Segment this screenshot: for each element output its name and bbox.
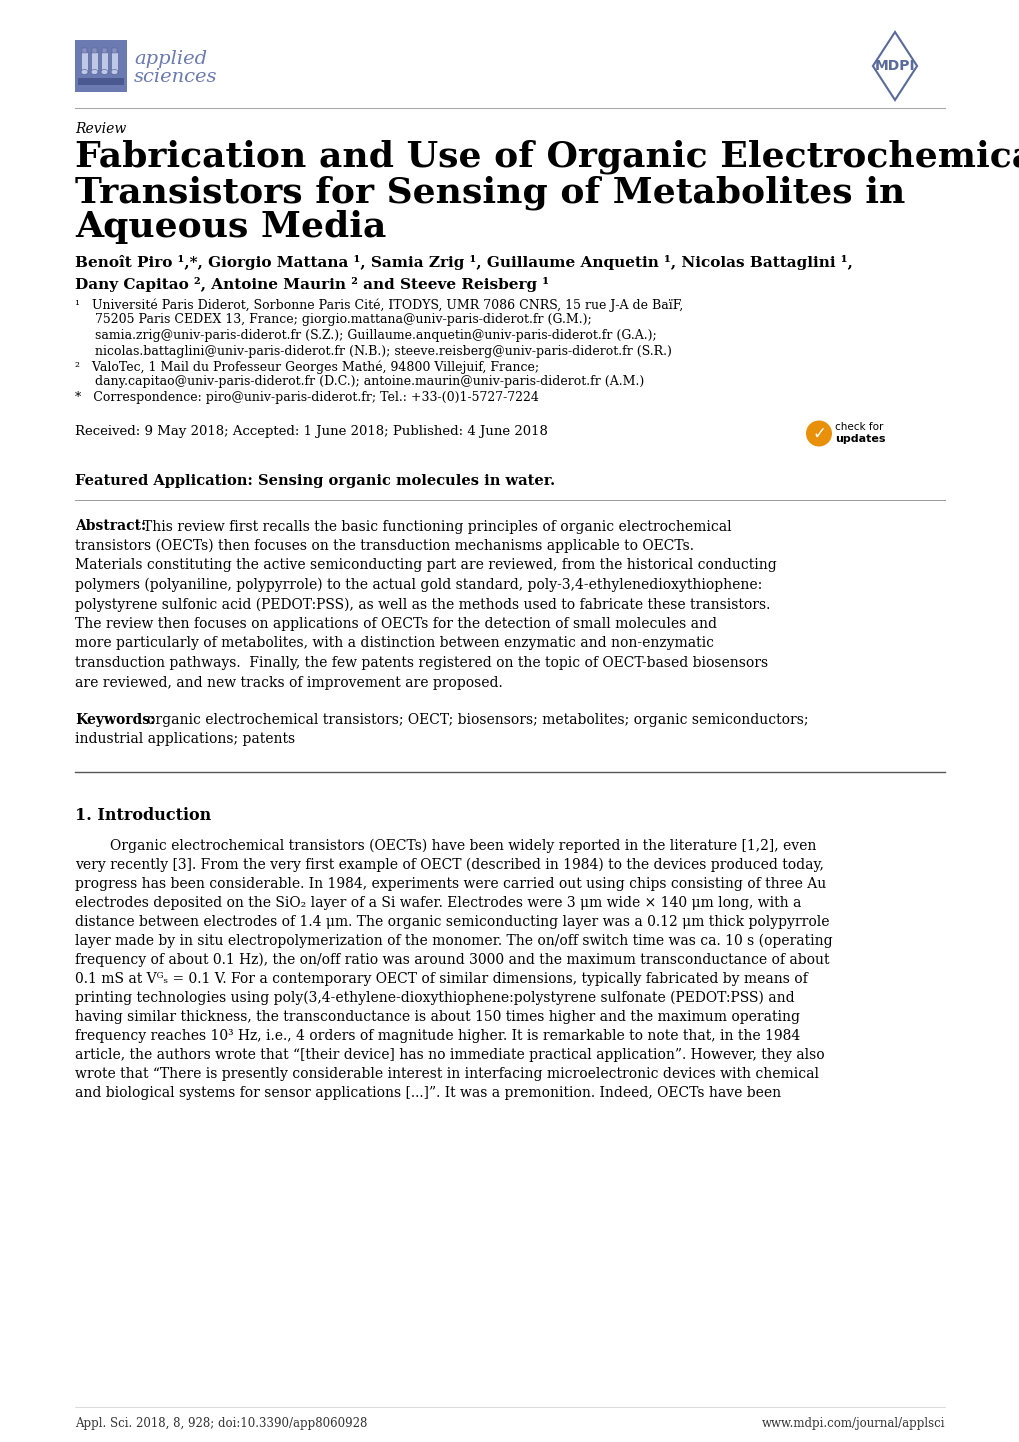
Text: Materials constituting the active semiconducting part are reviewed, from the his: Materials constituting the active semico… xyxy=(75,558,776,572)
Ellipse shape xyxy=(101,69,108,75)
Text: ✓: ✓ xyxy=(811,424,825,443)
Bar xyxy=(82,48,87,53)
Text: having similar thickness, the transconductance is about 150 times higher and the: having similar thickness, the transcondu… xyxy=(75,1009,799,1024)
Bar xyxy=(92,48,97,53)
Polygon shape xyxy=(872,32,916,99)
Text: Appl. Sci. 2018, 8, 928; doi:10.3390/app8060928: Appl. Sci. 2018, 8, 928; doi:10.3390/app… xyxy=(75,1417,367,1430)
Ellipse shape xyxy=(111,69,118,75)
Text: Review: Review xyxy=(75,123,126,136)
Text: very recently [3]. From the very first example of OECT (described in 1984) to th: very recently [3]. From the very first e… xyxy=(75,858,823,872)
Text: Featured Application: Sensing organic molecules in water.: Featured Application: Sensing organic mo… xyxy=(75,474,554,489)
Bar xyxy=(111,52,118,72)
Text: ²   ValoTec, 1 Mail du Professeur Georges Mathé, 94800 Villejuif, France;: ² ValoTec, 1 Mail du Professeur Georges … xyxy=(75,360,539,373)
Text: printing technologies using poly(3,4-ethylene-dioxythiophene:polystyrene sulfona: printing technologies using poly(3,4-eth… xyxy=(75,991,794,1005)
Text: www.mdpi.com/journal/applsci: www.mdpi.com/journal/applsci xyxy=(761,1417,944,1430)
Text: and biological systems for sensor applications [...]”. It was a premonition. Ind: and biological systems for sensor applic… xyxy=(75,1086,781,1100)
Text: are reviewed, and new tracks of improvement are proposed.: are reviewed, and new tracks of improvem… xyxy=(75,675,502,689)
Text: The review then focuses on applications of OECTs for the detection of small mole: The review then focuses on applications … xyxy=(75,617,716,632)
Text: Aqueous Media: Aqueous Media xyxy=(75,211,386,244)
Text: industrial applications; patents: industrial applications; patents xyxy=(75,733,294,747)
Circle shape xyxy=(805,421,832,447)
Text: polymers (polyaniline, polypyrrole) to the actual gold standard, poly-3,4-ethyle: polymers (polyaniline, polypyrrole) to t… xyxy=(75,578,761,593)
Text: article, the authors wrote that “[their device] has no immediate practical appli: article, the authors wrote that “[their … xyxy=(75,1048,823,1061)
Text: Dany Capitao ², Antoine Maurin ² and Steeve Reisberg ¹: Dany Capitao ², Antoine Maurin ² and Ste… xyxy=(75,277,548,291)
Text: transistors (OECTs) then focuses on the transduction mechanisms applicable to OE: transistors (OECTs) then focuses on the … xyxy=(75,539,693,554)
Text: applied: applied xyxy=(133,50,207,68)
Text: 0.1 mS at Vᴳₛ = 0.1 V. For a contemporary OECT of similar dimensions, typically : 0.1 mS at Vᴳₛ = 0.1 V. For a contemporar… xyxy=(75,972,807,986)
Bar xyxy=(101,52,108,72)
Bar xyxy=(81,52,88,72)
Text: Abstract:: Abstract: xyxy=(75,519,146,534)
Text: *   Correspondence: piro@univ-paris-diderot.fr; Tel.: +33-(0)1-5727-7224: * Correspondence: piro@univ-paris-didero… xyxy=(75,391,538,404)
Text: distance between electrodes of 1.4 μm. The organic semiconducting layer was a 0.: distance between electrodes of 1.4 μm. T… xyxy=(75,916,828,929)
Bar xyxy=(75,40,127,92)
Text: organic electrochemical transistors; OECT; biosensors; metabolites; organic semi: organic electrochemical transistors; OEC… xyxy=(147,712,808,727)
Bar xyxy=(77,78,124,85)
Text: Organic electrochemical transistors (OECTs) have been widely reported in the lit: Organic electrochemical transistors (OEC… xyxy=(75,839,815,854)
Bar xyxy=(112,48,117,53)
Text: check for: check for xyxy=(835,423,882,433)
Ellipse shape xyxy=(81,69,88,75)
Text: Benoît Piro ¹,*, Giorgio Mattana ¹, Samia Zrig ¹, Guillaume Anquetin ¹, Nicolas : Benoît Piro ¹,*, Giorgio Mattana ¹, Sami… xyxy=(75,255,852,270)
Bar xyxy=(91,52,98,72)
Text: dany.capitao@univ-paris-diderot.fr (D.C.); antoine.maurin@univ-paris-diderot.fr : dany.capitao@univ-paris-diderot.fr (D.C.… xyxy=(75,375,644,388)
Text: more particularly of metabolites, with a distinction between enzymatic and non-e: more particularly of metabolites, with a… xyxy=(75,636,713,650)
Text: MDPI: MDPI xyxy=(874,59,914,74)
Text: ¹   Université Paris Diderot, Sorbonne Paris Cité, ITODYS, UMR 7086 CNRS, 15 rue: ¹ Université Paris Diderot, Sorbonne Par… xyxy=(75,298,683,311)
Text: wrote that “There is presently considerable interest in interfacing microelectro: wrote that “There is presently considera… xyxy=(75,1067,818,1082)
Text: polystyrene sulfonic acid (PEDOT:PSS), as well as the methods used to fabricate : polystyrene sulfonic acid (PEDOT:PSS), a… xyxy=(75,597,769,611)
Text: Transistors for Sensing of Metabolites in: Transistors for Sensing of Metabolites i… xyxy=(75,174,905,209)
Text: transduction pathways.  Finally, the few patents registered on the topic of OECT: transduction pathways. Finally, the few … xyxy=(75,656,767,671)
Text: nicolas.battaglini@univ-paris-diderot.fr (N.B.); steeve.reisberg@univ-paris-dide: nicolas.battaglini@univ-paris-diderot.fr… xyxy=(75,345,672,358)
Text: frequency of about 0.1 Hz), the on/off ratio was around 3000 and the maximum tra: frequency of about 0.1 Hz), the on/off r… xyxy=(75,953,828,968)
Text: Keywords:: Keywords: xyxy=(75,712,155,727)
Text: samia.zrig@univ-paris-diderot.fr (S.Z.); Guillaume.anquetin@univ-paris-diderot.f: samia.zrig@univ-paris-diderot.fr (S.Z.);… xyxy=(75,329,656,342)
Text: This review first recalls the basic functioning principles of organic electroche: This review first recalls the basic func… xyxy=(143,519,731,534)
Text: electrodes deposited on the SiO₂ layer of a Si wafer. Electrodes were 3 μm wide : electrodes deposited on the SiO₂ layer o… xyxy=(75,895,801,910)
Text: 75205 Paris CEDEX 13, France; giorgio.mattana@univ-paris-diderot.fr (G.M.);: 75205 Paris CEDEX 13, France; giorgio.ma… xyxy=(75,313,591,326)
Text: Fabrication and Use of Organic Electrochemical: Fabrication and Use of Organic Electroch… xyxy=(75,140,1019,174)
Text: updates: updates xyxy=(835,434,884,444)
Text: sciences: sciences xyxy=(133,68,217,87)
Text: Received: 9 May 2018; Accepted: 1 June 2018; Published: 4 June 2018: Received: 9 May 2018; Accepted: 1 June 2… xyxy=(75,424,547,437)
Text: frequency reaches 10³ Hz, i.e., 4 orders of magnitude higher. It is remarkable t: frequency reaches 10³ Hz, i.e., 4 orders… xyxy=(75,1030,800,1043)
Text: progress has been considerable. In 1984, experiments were carried out using chip: progress has been considerable. In 1984,… xyxy=(75,877,825,891)
Bar xyxy=(102,48,107,53)
Text: 1. Introduction: 1. Introduction xyxy=(75,808,211,823)
Ellipse shape xyxy=(91,69,98,75)
Text: layer made by in situ electropolymerization of the monomer. The on/off switch ti: layer made by in situ electropolymerizat… xyxy=(75,934,832,949)
